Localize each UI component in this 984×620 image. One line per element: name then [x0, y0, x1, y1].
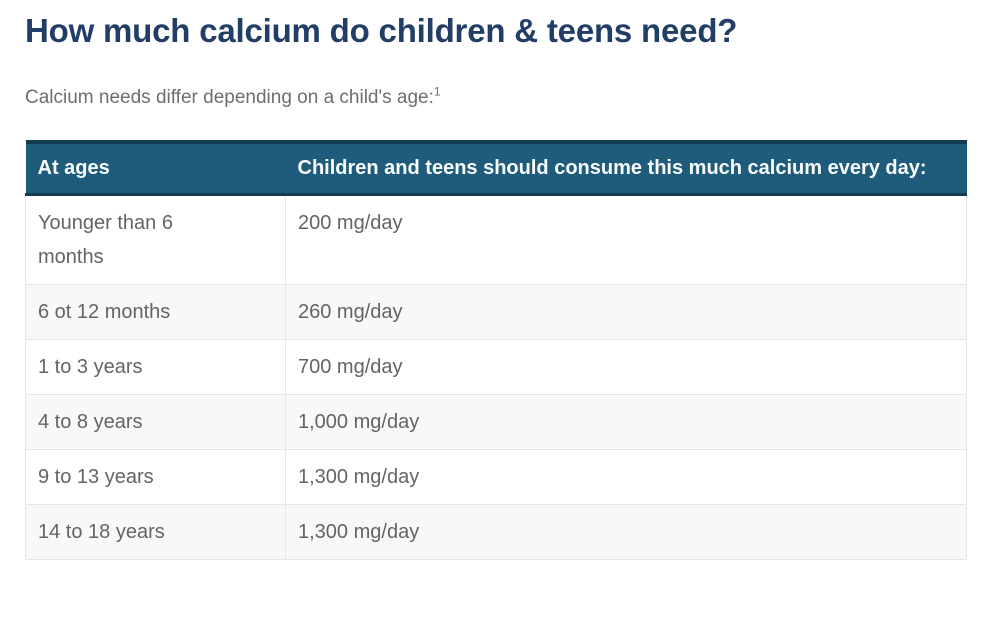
age-cell: 9 to 13 years [25, 449, 286, 505]
calcium-requirements-table: At ages Children and teens should consum… [25, 140, 967, 560]
table-row: 1 to 3 years 700 mg/day [25, 339, 967, 395]
amount-cell: 1,300 mg/day [285, 504, 967, 560]
column-header-amount: Children and teens should consume this m… [285, 140, 967, 196]
age-cell: 4 to 8 years [25, 394, 286, 450]
table-header-row: At ages Children and teens should consum… [25, 140, 967, 196]
subtitle-text: Calcium needs differ depending on a chil… [25, 87, 434, 108]
amount-cell: 1,000 mg/day [285, 394, 967, 450]
page-title: How much calcium do children & teens nee… [25, 12, 738, 49]
table-row: 14 to 18 years 1,300 mg/day [25, 504, 967, 560]
article-section: How much calcium do children & teens nee… [25, 12, 967, 560]
page-subtitle: Calcium needs differ depending on a chil… [25, 86, 965, 110]
table-row: Younger than 6 months 200 mg/day [25, 194, 967, 285]
age-cell: 1 to 3 years [25, 339, 286, 395]
age-cell: Younger than 6 months [25, 194, 286, 285]
amount-cell: 200 mg/day [285, 194, 967, 285]
table-header: At ages Children and teens should consum… [25, 140, 967, 196]
table-row: 9 to 13 years 1,300 mg/day [25, 449, 967, 505]
amount-cell: 260 mg/day [285, 284, 967, 340]
table-body: Younger than 6 months 200 mg/day 6 ot 12… [25, 194, 967, 560]
age-cell: 6 ot 12 months [25, 284, 286, 340]
table-row: 4 to 8 years 1,000 mg/day [25, 394, 967, 450]
footnote-reference-1: 1 [433, 84, 441, 99]
column-header-ages: At ages [25, 140, 286, 196]
age-cell: 14 to 18 years [25, 504, 286, 560]
amount-cell: 1,300 mg/day [285, 449, 967, 505]
table-row: 6 ot 12 months 260 mg/day [25, 284, 967, 340]
amount-cell: 700 mg/day [285, 339, 967, 395]
